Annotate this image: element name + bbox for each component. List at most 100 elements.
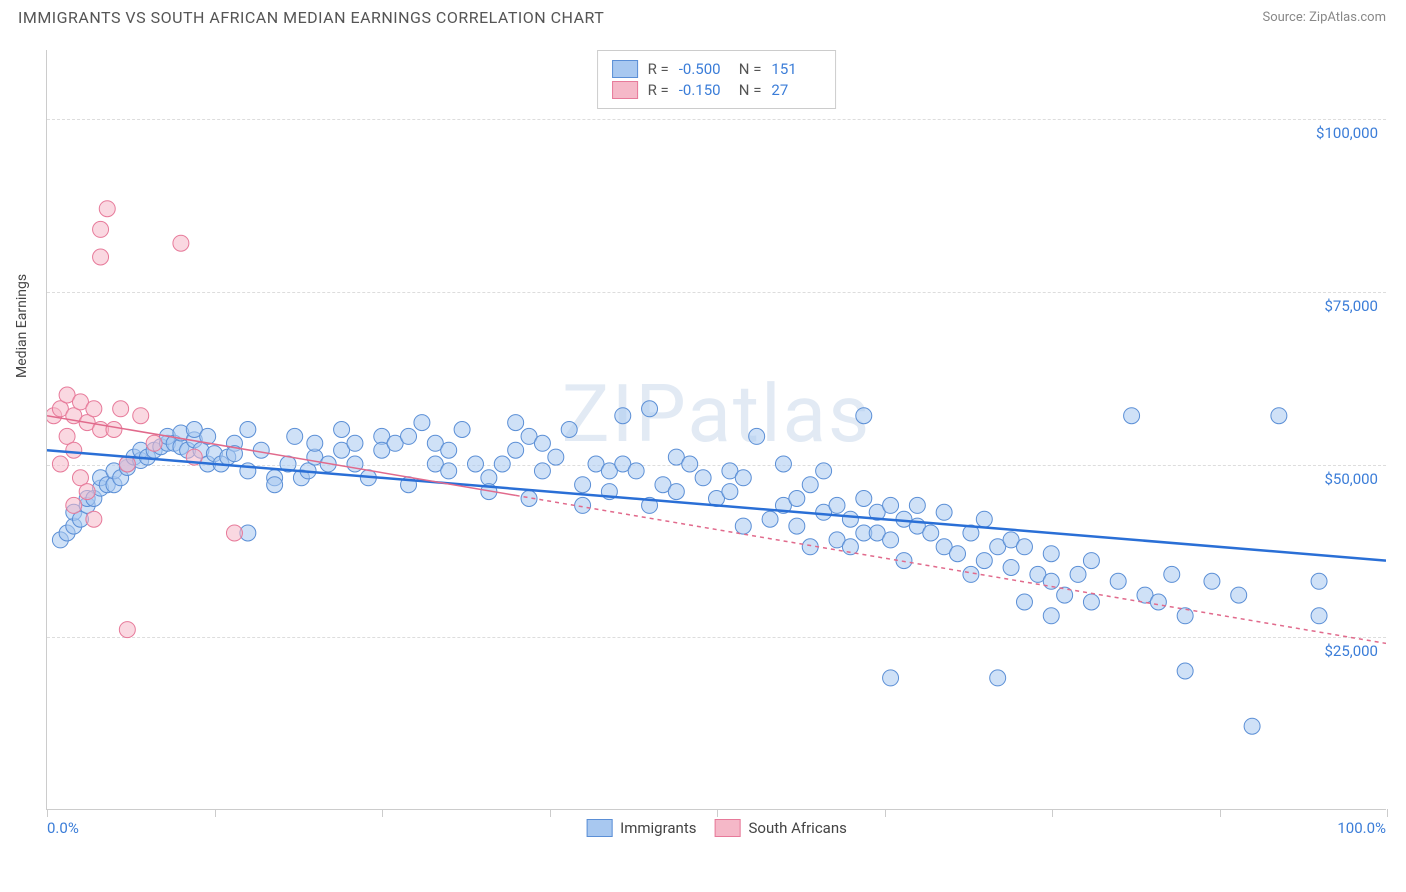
data-point bbox=[575, 477, 591, 493]
data-point bbox=[642, 401, 658, 417]
data-point bbox=[1016, 539, 1032, 555]
data-point bbox=[1070, 566, 1086, 582]
data-point bbox=[508, 442, 524, 458]
data-point bbox=[1043, 608, 1059, 624]
y-axis-title: Median Earnings bbox=[14, 274, 30, 378]
data-point bbox=[113, 401, 129, 417]
data-point bbox=[307, 435, 323, 451]
data-point bbox=[883, 532, 899, 548]
data-point bbox=[441, 463, 457, 479]
data-point bbox=[789, 491, 805, 507]
data-point bbox=[467, 456, 483, 472]
data-point bbox=[829, 497, 845, 513]
data-point bbox=[441, 442, 457, 458]
data-point bbox=[534, 435, 550, 451]
data-point bbox=[816, 463, 832, 479]
data-point bbox=[93, 249, 109, 265]
legend-n-value: 27 bbox=[771, 81, 821, 99]
data-point bbox=[347, 435, 363, 451]
legend-correlation: R =-0.500N =151R =-0.150N =27 bbox=[597, 50, 837, 109]
data-point bbox=[1043, 573, 1059, 589]
legend-n-label: N = bbox=[739, 81, 762, 99]
data-point bbox=[775, 456, 791, 472]
data-point bbox=[86, 511, 102, 527]
legend-r-label: R = bbox=[648, 81, 669, 99]
data-point bbox=[1177, 663, 1193, 679]
x-tick bbox=[382, 809, 383, 817]
data-point bbox=[454, 422, 470, 438]
legend-r-value: -0.150 bbox=[679, 81, 729, 99]
data-point bbox=[923, 525, 939, 541]
data-point bbox=[722, 484, 738, 500]
data-point bbox=[883, 670, 899, 686]
trend-line-dashed bbox=[516, 495, 1386, 643]
data-point bbox=[93, 221, 109, 237]
data-point bbox=[226, 525, 242, 541]
data-point bbox=[561, 422, 577, 438]
data-point bbox=[1164, 566, 1180, 582]
x-tick bbox=[717, 809, 718, 817]
data-point bbox=[106, 422, 122, 438]
data-point bbox=[1311, 573, 1327, 589]
x-tick bbox=[1220, 809, 1221, 817]
data-point bbox=[240, 422, 256, 438]
x-axis-label: 0.0% bbox=[47, 819, 79, 837]
legend-label: Immigrants bbox=[620, 819, 696, 837]
data-point bbox=[1231, 587, 1247, 603]
data-point bbox=[762, 511, 778, 527]
x-tick bbox=[215, 809, 216, 817]
chart-area: ZIPatlas R =-0.500N =151R =-0.150N =27 I… bbox=[46, 50, 1386, 810]
data-point bbox=[66, 442, 82, 458]
data-point bbox=[842, 511, 858, 527]
data-point bbox=[401, 428, 417, 444]
data-point bbox=[1150, 594, 1166, 610]
legend-swatch bbox=[714, 819, 740, 837]
data-point bbox=[802, 477, 818, 493]
data-point bbox=[909, 497, 925, 513]
data-point bbox=[1204, 573, 1220, 589]
data-point bbox=[883, 497, 899, 513]
data-point bbox=[1124, 408, 1140, 424]
data-point bbox=[534, 463, 550, 479]
legend-series: Immigrants South Africans bbox=[586, 819, 847, 837]
data-point bbox=[66, 497, 82, 513]
data-point bbox=[628, 463, 644, 479]
data-point bbox=[334, 422, 350, 438]
data-point bbox=[990, 670, 1006, 686]
legend-item: South Africans bbox=[714, 819, 846, 837]
data-point bbox=[173, 235, 189, 251]
data-point bbox=[86, 401, 102, 417]
data-point bbox=[668, 484, 684, 500]
legend-row: R =-0.500N =151 bbox=[612, 60, 822, 78]
x-tick bbox=[47, 809, 48, 817]
x-tick bbox=[885, 809, 886, 817]
x-tick bbox=[550, 809, 551, 817]
data-point bbox=[79, 484, 95, 500]
data-point bbox=[1043, 546, 1059, 562]
data-point bbox=[1016, 594, 1032, 610]
legend-n-label: N = bbox=[739, 60, 762, 78]
x-tick bbox=[1387, 809, 1388, 817]
scatter-plot bbox=[47, 50, 1386, 809]
legend-item: Immigrants bbox=[586, 819, 696, 837]
trend-line bbox=[47, 450, 1386, 560]
legend-swatch bbox=[612, 60, 638, 78]
legend-n-value: 151 bbox=[771, 60, 821, 78]
data-point bbox=[789, 518, 805, 534]
data-point bbox=[1177, 608, 1193, 624]
data-point bbox=[682, 456, 698, 472]
data-point bbox=[1083, 553, 1099, 569]
data-point bbox=[856, 408, 872, 424]
data-point bbox=[287, 428, 303, 444]
data-point bbox=[494, 456, 510, 472]
data-point bbox=[976, 511, 992, 527]
data-point bbox=[414, 415, 430, 431]
data-point bbox=[52, 456, 68, 472]
data-point bbox=[1083, 594, 1099, 610]
data-point bbox=[133, 408, 149, 424]
x-tick bbox=[1052, 809, 1053, 817]
data-point bbox=[936, 504, 952, 520]
data-point bbox=[119, 622, 135, 638]
data-point bbox=[1003, 560, 1019, 576]
data-point bbox=[548, 449, 564, 465]
